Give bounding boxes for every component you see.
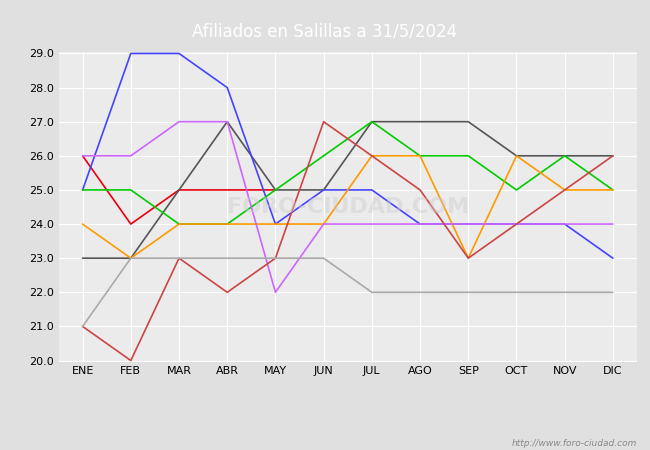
Text: http://www.foro-ciudad.com: http://www.foro-ciudad.com (512, 439, 637, 448)
Text: FORO-CIUDAD.COM: FORO-CIUDAD.COM (227, 197, 469, 217)
Text: Afiliados en Salillas a 31/5/2024: Afiliados en Salillas a 31/5/2024 (192, 22, 458, 40)
